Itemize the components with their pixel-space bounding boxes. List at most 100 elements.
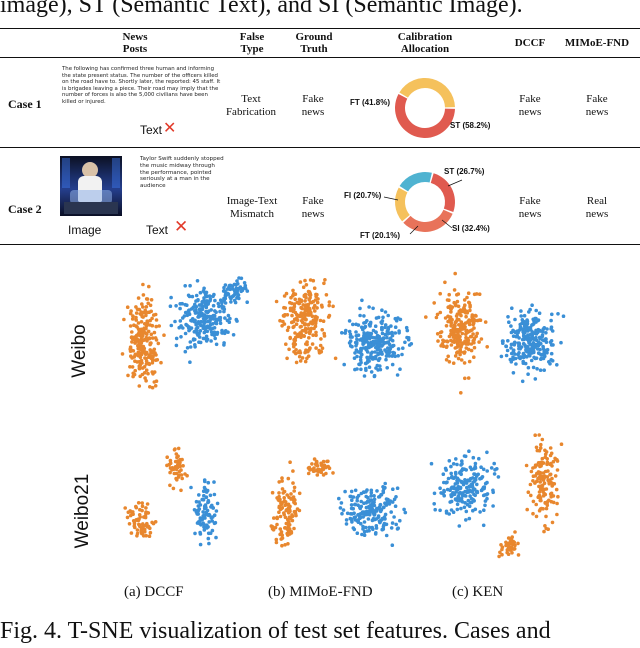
tsne-point-orange bbox=[312, 286, 317, 290]
tsne-point-orange bbox=[165, 455, 169, 459]
tsne-point-orange bbox=[143, 514, 148, 518]
tsne-point-blue bbox=[191, 338, 196, 342]
tsne-point-blue bbox=[460, 480, 464, 485]
tsne-point-blue bbox=[383, 332, 388, 337]
tsne-point-orange bbox=[315, 306, 319, 310]
tsne-point-orange bbox=[140, 314, 144, 319]
tsne-point-blue bbox=[227, 285, 231, 289]
tsne-point-orange bbox=[475, 331, 480, 336]
tsne-point-orange bbox=[132, 323, 136, 327]
tsne-point-blue bbox=[353, 488, 358, 493]
tsne-point-blue bbox=[237, 296, 241, 301]
tsne-point-blue bbox=[509, 342, 514, 347]
tsne-point-orange bbox=[315, 473, 320, 477]
tsne-point-orange bbox=[133, 368, 137, 373]
tsne-point-orange bbox=[142, 329, 146, 334]
tsne-point-blue bbox=[540, 334, 545, 339]
tsne-point-orange bbox=[290, 313, 294, 318]
tsne-point-blue bbox=[364, 366, 368, 371]
tsne-point-blue bbox=[533, 377, 538, 381]
tsne-point-blue bbox=[374, 526, 379, 530]
case-2-wrong-icon: ✕ bbox=[174, 217, 189, 237]
tsne-point-orange bbox=[326, 315, 331, 319]
tsne-point-orange bbox=[538, 495, 543, 500]
tsne-point-orange bbox=[472, 355, 476, 359]
tsne-point-orange bbox=[294, 360, 299, 365]
tsne-point-blue bbox=[455, 507, 460, 512]
tsne-point-orange bbox=[510, 551, 514, 555]
tsne-point-blue bbox=[202, 286, 206, 291]
tsne-point-orange bbox=[534, 514, 539, 519]
tsne-point-orange bbox=[551, 500, 556, 505]
tsne-point-orange bbox=[542, 529, 546, 534]
tsne-point-orange bbox=[308, 329, 312, 334]
table-row-rule bbox=[0, 147, 640, 148]
tsne-point-blue bbox=[457, 524, 462, 528]
subcaption-ken: (c) KEN bbox=[452, 584, 504, 600]
tsne-point-orange bbox=[288, 509, 292, 513]
tsne-point-blue bbox=[522, 327, 527, 331]
tsne-point-blue bbox=[523, 361, 528, 366]
tsne-point-blue bbox=[520, 337, 525, 342]
tsne-point-orange bbox=[148, 303, 153, 308]
tsne-point-blue bbox=[235, 288, 240, 293]
tsne-point-orange bbox=[139, 320, 144, 324]
case-2-ground-truth: Fake news bbox=[301, 195, 325, 220]
tsne-point-orange bbox=[138, 524, 142, 528]
tsne-point-blue bbox=[550, 329, 555, 333]
tsne-point-blue bbox=[382, 505, 386, 509]
tsne-point-orange bbox=[534, 445, 539, 450]
tsne-point-blue bbox=[198, 340, 203, 345]
tsne-point-blue bbox=[221, 305, 226, 309]
tsne-point-orange bbox=[280, 476, 284, 480]
tsne-point-orange bbox=[135, 360, 139, 364]
tsne-point-blue bbox=[521, 359, 525, 364]
tsne-point-orange bbox=[281, 313, 286, 318]
tsne-point-orange bbox=[317, 351, 322, 355]
tsne-point-orange bbox=[125, 515, 130, 520]
tsne-point-blue bbox=[202, 478, 207, 482]
tsne-point-orange bbox=[507, 544, 511, 548]
tsne-point-orange bbox=[129, 531, 134, 535]
tsne-point-blue bbox=[354, 322, 358, 327]
tsne-point-orange bbox=[139, 358, 144, 363]
tsne-point-blue bbox=[392, 515, 396, 519]
tsne-point-blue bbox=[212, 492, 217, 497]
tsne-point-orange bbox=[533, 433, 537, 437]
tsne-point-blue bbox=[510, 306, 514, 310]
tsne-point-blue bbox=[195, 279, 200, 283]
tsne-point-blue bbox=[194, 310, 199, 315]
tsne-point-blue bbox=[362, 533, 367, 537]
tsne-point-orange bbox=[295, 316, 299, 320]
tsne-point-orange bbox=[543, 455, 548, 459]
tsne-point-orange bbox=[298, 359, 303, 363]
tsne-point-orange bbox=[272, 516, 276, 520]
tsne-point-orange bbox=[462, 305, 466, 310]
tsne-point-orange bbox=[298, 325, 303, 329]
tsne-point-blue bbox=[206, 319, 210, 324]
tsne-point-orange bbox=[469, 342, 474, 346]
tsne-point-blue bbox=[473, 477, 478, 482]
tsne-point-orange bbox=[291, 469, 295, 473]
tsne-point-blue bbox=[209, 339, 213, 343]
tsne-point-orange bbox=[134, 315, 138, 320]
tsne-point-orange bbox=[539, 464, 543, 468]
tsne-point-blue bbox=[522, 324, 527, 328]
tsne-point-blue bbox=[211, 294, 215, 299]
tsne-point-orange bbox=[292, 489, 296, 493]
tsne-point-blue bbox=[361, 527, 365, 531]
tsne-point-orange bbox=[290, 320, 294, 324]
tsne-point-blue bbox=[351, 495, 356, 499]
tsne-point-orange bbox=[144, 326, 148, 331]
tsne-point-blue bbox=[233, 300, 238, 305]
tsne-point-blue bbox=[469, 467, 474, 472]
tsne-point-orange bbox=[131, 519, 136, 523]
tsne-point-blue bbox=[183, 284, 187, 288]
tsne-point-blue bbox=[374, 345, 379, 349]
tsne-point-orange bbox=[534, 502, 538, 507]
header-news-posts: News Posts bbox=[122, 31, 148, 55]
tsne-point-blue bbox=[355, 337, 359, 342]
tsne-point-blue bbox=[223, 301, 228, 305]
tsne-point-orange bbox=[455, 317, 460, 322]
tsne-point-orange bbox=[453, 271, 458, 276]
